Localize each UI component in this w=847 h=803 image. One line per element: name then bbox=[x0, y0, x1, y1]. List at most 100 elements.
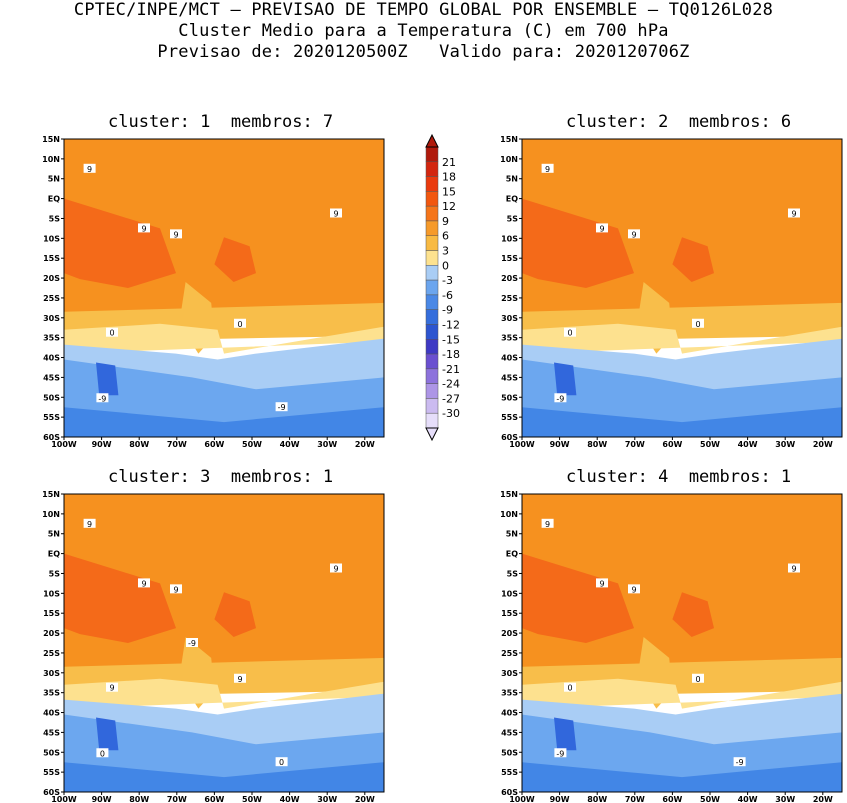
lat-tick-label: EQ bbox=[48, 550, 60, 559]
lon-tick-label: 50W bbox=[700, 795, 720, 803]
colorbar-swatch bbox=[425, 398, 439, 414]
contour-label: 9 bbox=[87, 165, 92, 174]
colorbar-label: -3 bbox=[442, 274, 453, 287]
lat-tick-label: 60S bbox=[43, 788, 60, 797]
temperature-fill-t_deep bbox=[96, 717, 119, 751]
lat-tick-label: 10N bbox=[42, 155, 60, 164]
colorbar-label: -15 bbox=[442, 333, 460, 346]
lat-tick-label: 55S bbox=[501, 413, 518, 422]
lon-tick-label: 70W bbox=[625, 440, 645, 449]
lat-tick-label: 25S bbox=[501, 294, 518, 303]
lat-tick-label: 50S bbox=[43, 393, 60, 402]
colorbar-label: -12 bbox=[442, 318, 460, 331]
contour-label: -9 bbox=[278, 403, 286, 412]
contour-label: 0 bbox=[100, 749, 105, 758]
lat-tick-label: 15S bbox=[43, 254, 60, 263]
colorbar-label: -30 bbox=[442, 407, 460, 420]
lat-tick-label: 60S bbox=[501, 433, 518, 442]
temperature-fill-t_under_m9 bbox=[64, 762, 384, 792]
lat-tick-label: EQ bbox=[48, 195, 60, 204]
colorbar-swatch bbox=[425, 412, 439, 429]
lat-tick-label: 5N bbox=[48, 530, 60, 539]
lat-tick-label: 15N bbox=[42, 490, 60, 499]
lat-tick-label: 15N bbox=[42, 135, 60, 144]
colorbar-swatch bbox=[425, 250, 439, 266]
contour-label: -9 bbox=[556, 394, 564, 403]
colorbar-swatch bbox=[425, 353, 439, 370]
lat-tick-label: 10S bbox=[501, 589, 518, 598]
panel-4-title: cluster: 4 membros: 1 bbox=[566, 467, 792, 487]
colorbar-swatch bbox=[425, 161, 439, 177]
contour-label: 9 bbox=[791, 565, 796, 574]
lon-tick-label: 70W bbox=[167, 795, 187, 803]
contour-label: -9 bbox=[98, 394, 106, 403]
lat-tick-label: 10N bbox=[500, 510, 518, 519]
lon-tick-label: 30W bbox=[317, 795, 337, 803]
lat-tick-label: 35S bbox=[501, 334, 518, 343]
colorbar-swatch bbox=[425, 368, 439, 384]
lat-tick-label: 45S bbox=[501, 373, 518, 382]
lat-tick-label: 30S bbox=[43, 314, 60, 323]
panel-1-title: cluster: 1 membros: 7 bbox=[108, 112, 334, 132]
lon-tick-label: 30W bbox=[775, 795, 795, 803]
lon-tick-label: 80W bbox=[129, 795, 149, 803]
temperature-fill-t_over_9 bbox=[672, 592, 714, 637]
lat-tick-label: 5S bbox=[49, 214, 61, 223]
lat-tick-label: 15S bbox=[501, 254, 518, 263]
colorbar-bottom-arrow bbox=[425, 427, 439, 442]
lon-tick-label: 50W bbox=[242, 440, 262, 449]
colorbar-top-arrow bbox=[425, 133, 439, 148]
contour-label-box bbox=[170, 584, 182, 594]
contour-label-box bbox=[788, 208, 800, 218]
lon-tick-label: 40W bbox=[280, 440, 300, 449]
lat-tick-label: 25S bbox=[43, 649, 60, 658]
lat-tick-label: 40S bbox=[43, 709, 60, 718]
contour-label: -9 bbox=[556, 749, 564, 758]
map-panel-2: 9 9 9 9 0 0 -9 15N 10N 5N EQ 5S 10S 15S 20S 25S 30S 35S 40… bbox=[500, 135, 843, 449]
lat-tick-label: 30S bbox=[501, 669, 518, 678]
contour-label-box bbox=[275, 757, 288, 767]
contour-label: 0 bbox=[567, 684, 572, 693]
lat-tick-label: 55S bbox=[43, 413, 60, 422]
lon-tick-label: 100W bbox=[509, 440, 535, 449]
lon-tick-label: 100W bbox=[51, 795, 77, 803]
lon-tick-label: 90W bbox=[550, 795, 570, 803]
colorbar-label: 3 bbox=[442, 245, 449, 258]
contour-label: 9 bbox=[141, 224, 146, 233]
lon-tick-label: 50W bbox=[700, 440, 720, 449]
lat-tick-label: 5S bbox=[49, 569, 61, 578]
contour-label-box bbox=[83, 518, 96, 528]
figure-title-line-2: Cluster Medio para a Temperatura (C) em … bbox=[178, 21, 669, 41]
lon-tick-label: 20W bbox=[355, 440, 375, 449]
colorbar-swatch bbox=[425, 220, 439, 236]
lat-tick-label: 20S bbox=[501, 629, 518, 638]
lat-tick-label: 25S bbox=[501, 649, 518, 658]
lat-tick-label: 15N bbox=[500, 490, 518, 499]
contour-label-box bbox=[733, 757, 746, 767]
lat-tick-label: 20S bbox=[43, 629, 60, 638]
colorbar-label: -9 bbox=[442, 304, 453, 317]
contour-label: 0 bbox=[695, 675, 700, 684]
colorbar-swatch bbox=[425, 339, 439, 355]
contour-label: 9 bbox=[237, 675, 242, 684]
contour-label-box bbox=[596, 578, 608, 588]
colorbar-label: 6 bbox=[442, 230, 449, 243]
colorbar-swatch bbox=[425, 176, 439, 192]
colorbar-swatch bbox=[425, 265, 439, 281]
temperature-fill-t_over_9 bbox=[214, 237, 256, 282]
lat-tick-label: 45S bbox=[43, 373, 60, 382]
contour-label-box bbox=[234, 318, 246, 328]
contour-label-box bbox=[564, 327, 576, 337]
lat-tick-label: 15S bbox=[43, 609, 60, 618]
lon-tick-label: 60W bbox=[662, 440, 682, 449]
contour-label: 0 bbox=[237, 320, 242, 329]
lat-tick-label: 35S bbox=[501, 689, 518, 698]
contour-label-box bbox=[564, 682, 576, 692]
temperature-fill-t_m3_to_0 bbox=[64, 678, 384, 709]
panel-2-title: cluster: 2 membros: 6 bbox=[566, 112, 792, 132]
lat-tick-label: 15N bbox=[500, 135, 518, 144]
lon-tick-label: 20W bbox=[355, 795, 375, 803]
lon-tick-label: 90W bbox=[550, 440, 570, 449]
lat-tick-label: 50S bbox=[501, 393, 518, 402]
